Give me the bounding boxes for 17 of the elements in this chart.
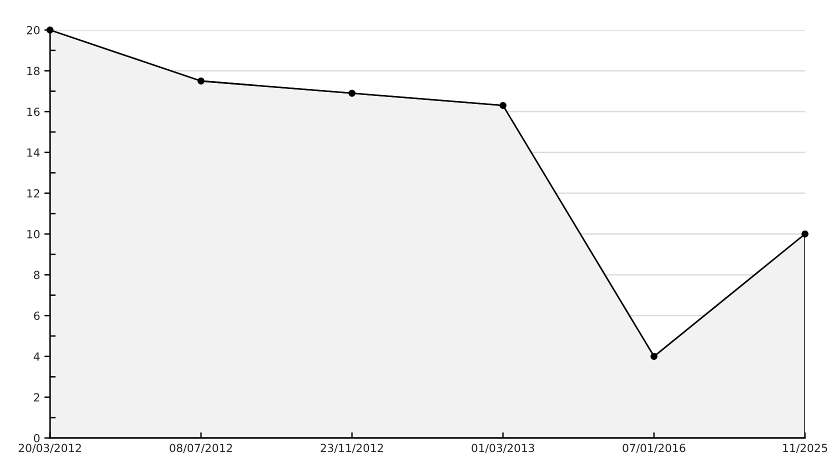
y-tick-label: 18 bbox=[27, 66, 40, 76]
x-tick-label: 07/01/2016 bbox=[622, 444, 686, 454]
y-tick-label: 14 bbox=[27, 148, 40, 157]
y-tick-label: 12 bbox=[27, 189, 40, 198]
x-tick-label: 08/07/2012 bbox=[170, 444, 232, 454]
x-tick-label: 23/11/2012 bbox=[320, 444, 383, 454]
y-tick-label: 16 bbox=[27, 108, 40, 116]
y-tick-label: 10 bbox=[27, 230, 40, 238]
y-tick-label: 0 bbox=[34, 434, 40, 442]
y-tick-label: 6 bbox=[34, 312, 40, 320]
x-tick-label: 20/03/2012 bbox=[18, 444, 81, 454]
y-tick-label: 2 bbox=[34, 393, 40, 402]
y-tick-label: 4 bbox=[34, 352, 40, 361]
x-tick-label: 01/03/2013 bbox=[472, 444, 534, 454]
x-tick-label: 11/2025 bbox=[783, 444, 828, 454]
y-tick-label: 20 bbox=[26, 26, 40, 34]
y-tick-label: 8 bbox=[34, 270, 40, 280]
